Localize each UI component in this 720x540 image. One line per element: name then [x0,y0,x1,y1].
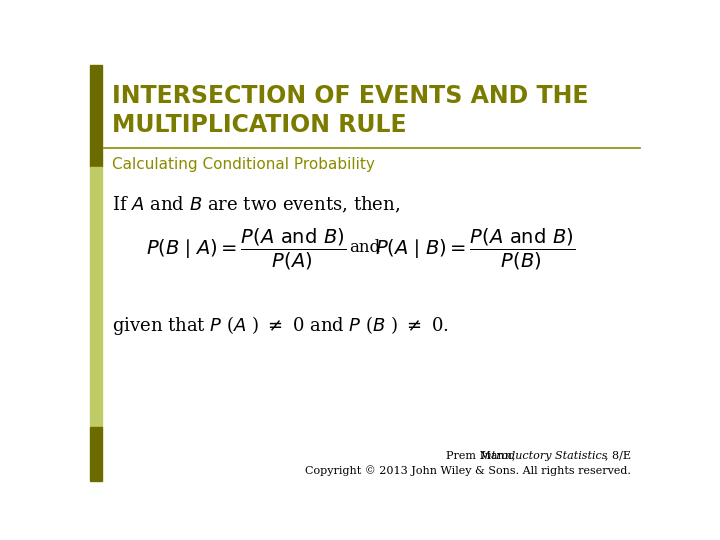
Text: Copyright © 2013 John Wiley & Sons. All rights reserved.: Copyright © 2013 John Wiley & Sons. All … [305,465,631,476]
Bar [90,427,102,481]
Text: INTERSECTION OF EVENTS AND THE: INTERSECTION OF EVENTS AND THE [112,84,589,107]
Text: $P(A\mid B) = \dfrac{P(A\ \mathrm{and}\ B)}{P(B)}$: $P(A\mid B) = \dfrac{P(A\ \mathrm{and}\ … [374,227,575,272]
Text: , 8/E: , 8/E [606,451,631,461]
Text: and: and [349,239,381,256]
Text: Calculating Conditional Probability: Calculating Conditional Probability [112,157,375,172]
Text: MULTIPLICATION RULE: MULTIPLICATION RULE [112,113,407,137]
Text: $P(B\mid A) = \dfrac{P(A\ \mathrm{and}\ B)}{P(A)}$: $P(B\mid A) = \dfrac{P(A\ \mathrm{and}\ … [145,227,346,272]
Bar [90,167,102,427]
Text: given that $P$ ($A$ ) $\neq$ 0 and $P$ ($B$ ) $\neq$ 0.: given that $P$ ($A$ ) $\neq$ 0 and $P$ (… [112,314,449,338]
Bar [90,65,102,167]
Text: Introductory Statistics: Introductory Statistics [480,451,608,461]
Text: Prem Mann,: Prem Mann, [446,451,518,461]
Text: If $A$ and $B$ are two events, then,: If $A$ and $B$ are two events, then, [112,194,400,215]
